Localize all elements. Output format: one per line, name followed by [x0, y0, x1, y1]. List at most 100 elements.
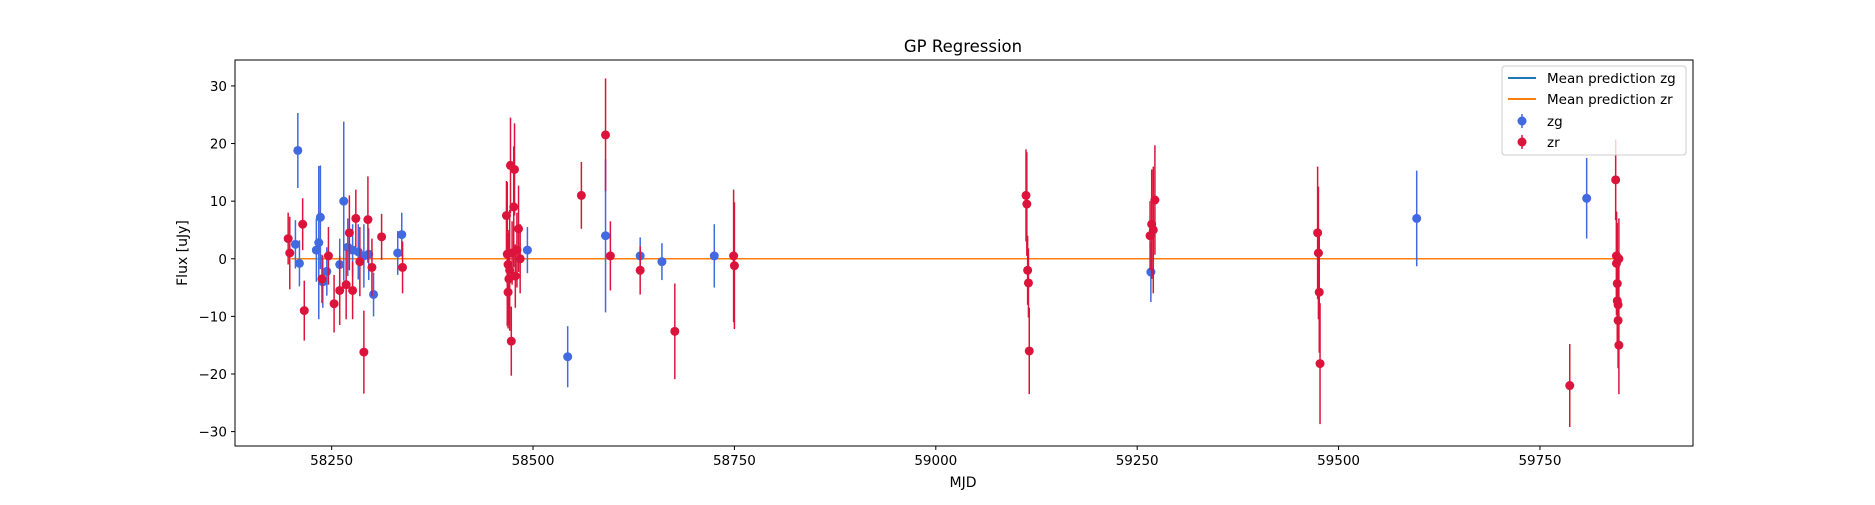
y-tick-label: 20 — [210, 137, 227, 153]
zg-data-point — [369, 289, 379, 299]
zg-data-point — [311, 245, 321, 255]
zg-data-point — [397, 230, 407, 240]
zr-data-point — [605, 251, 615, 261]
zg-data-point — [563, 352, 573, 362]
zr-data-point — [348, 285, 358, 295]
x-axis-label: MJD — [950, 475, 977, 491]
x-tick-label: 59000 — [914, 453, 957, 469]
zr-data-point — [506, 336, 516, 346]
zr-data-point — [1313, 248, 1323, 258]
y-tick-label: 0 — [218, 252, 227, 268]
legend-label-zg: zg — [1547, 114, 1563, 130]
plot-area-frame — [234, 59, 1694, 447]
zr-data-point — [335, 285, 345, 295]
zg-data-point — [314, 238, 324, 248]
zg-data-point — [657, 257, 667, 267]
legend-box — [1501, 65, 1687, 156]
zg-data-point — [315, 212, 325, 222]
zr-data-point — [298, 219, 308, 229]
zr-data-point — [1021, 190, 1031, 200]
x-tick-label: 58750 — [713, 453, 756, 469]
zg-data-point — [393, 248, 403, 258]
y-axis: −30 −20 −10 0 10 20 30 — [199, 79, 235, 441]
zr-data-point — [635, 265, 645, 275]
zr-data-point — [510, 164, 520, 174]
zr-data-point — [1023, 265, 1033, 275]
zg-data-point — [339, 196, 349, 206]
zr-data-point — [1315, 359, 1325, 369]
zg-data-point — [522, 245, 532, 255]
chart-title: GP Regression — [904, 37, 1022, 56]
zr-data-point — [341, 280, 351, 290]
zr-data-point — [1022, 199, 1032, 209]
x-tick-label: 58500 — [512, 453, 555, 469]
zr-data-point — [299, 306, 309, 316]
y-tick-label: −10 — [199, 309, 228, 325]
x-tick-label: 58250 — [310, 453, 353, 469]
zr-data-point — [501, 211, 511, 221]
legend-label-mean-zg: Mean prediction zg — [1547, 71, 1676, 87]
y-tick-label: 30 — [210, 79, 227, 95]
zr-data-point — [576, 190, 586, 200]
legend-swatch-zg-marker — [1517, 116, 1527, 126]
legend-swatch-zr-marker — [1517, 137, 1527, 147]
legend-label-mean-zr: Mean prediction zr — [1547, 92, 1673, 108]
zr-data-point — [355, 257, 365, 267]
x-tick-label: 59750 — [1518, 453, 1561, 469]
zg-data-point — [294, 258, 304, 268]
zr-data-point — [509, 202, 519, 212]
x-tick-label: 59250 — [1116, 453, 1159, 469]
zr-data-point — [367, 262, 377, 272]
zr-data-point — [503, 287, 513, 297]
zg-data-point — [290, 239, 300, 249]
zr-data-point — [729, 251, 739, 261]
zr-data-point — [1150, 195, 1160, 205]
zr-data-point — [285, 248, 295, 258]
zg-data-point — [364, 249, 374, 259]
zr-data-point — [377, 232, 387, 242]
zr-data-point — [323, 251, 333, 261]
zr-data-point — [601, 130, 611, 140]
y-tick-label: 10 — [210, 194, 227, 210]
zr-data-point — [363, 215, 373, 225]
zr-data-point — [1024, 346, 1034, 356]
zr-data-point — [317, 274, 327, 284]
zr-data-point — [351, 213, 361, 223]
zr-data-point — [1613, 300, 1623, 310]
zr-data-point — [1565, 381, 1575, 391]
zr-data-point — [398, 262, 408, 272]
zr-data-point — [512, 245, 522, 255]
legend: Mean prediction zg Mean prediction zr zg… — [1501, 65, 1687, 156]
zr-data-point — [505, 265, 515, 275]
zg-data-point — [601, 231, 611, 241]
zr-data-point — [729, 261, 739, 271]
zr-data-point — [1613, 315, 1623, 325]
zg-data-point — [709, 251, 719, 261]
zr-data-point — [1314, 287, 1324, 297]
zr-data-point — [1023, 278, 1033, 288]
y-tick-label: −30 — [199, 425, 228, 441]
y-axis-label: Flux [uJy] — [175, 220, 191, 286]
legend-label-zr: zr — [1547, 135, 1560, 151]
zr-data-point — [510, 271, 520, 281]
zr-data-point — [1148, 225, 1158, 235]
x-tick-label: 59500 — [1317, 453, 1360, 469]
zg-data-point — [322, 266, 332, 276]
zr-data-point — [1614, 340, 1624, 350]
x-axis: 58250 58500 58750 59000 59250 59500 59750 — [310, 446, 1561, 469]
zr-data-point — [1614, 254, 1624, 264]
zr-data-point — [344, 228, 354, 238]
zr-data-point — [1612, 279, 1622, 289]
zr-data-point — [514, 224, 524, 234]
zr-data-point — [1611, 175, 1621, 185]
zr-data-point — [515, 254, 525, 264]
zr-data-point — [283, 234, 293, 244]
zr-data-point — [670, 326, 680, 336]
y-tick-label: −20 — [199, 367, 228, 383]
zg-data-point — [1582, 193, 1592, 203]
zr-data-point — [329, 299, 339, 309]
zg-data-point — [1412, 213, 1422, 223]
zg-data-point — [293, 145, 303, 155]
